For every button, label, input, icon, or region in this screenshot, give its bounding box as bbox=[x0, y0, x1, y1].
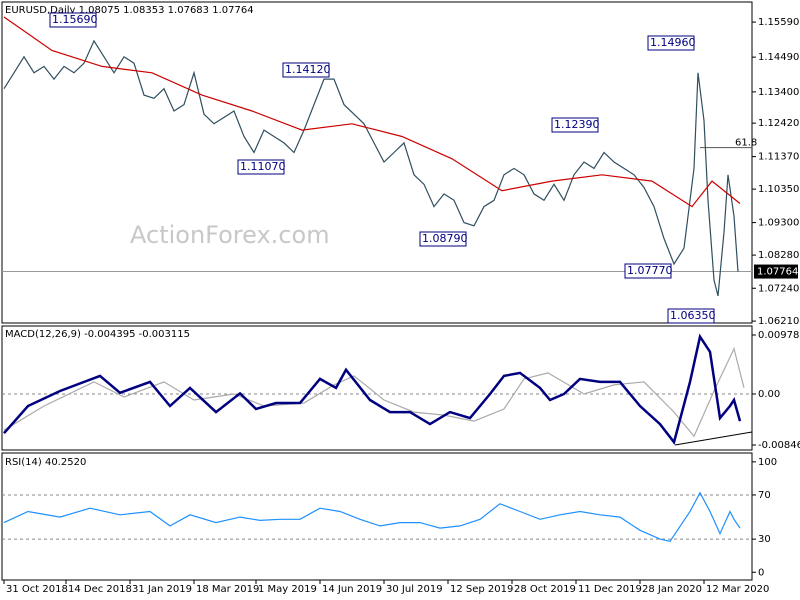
x-tick-label: 31 Jan 2019 bbox=[132, 584, 192, 595]
annotation: 1.06350 bbox=[670, 309, 716, 322]
x-tick-label: 18 Mar 2019 bbox=[196, 584, 259, 595]
x-tick-label: 11 Dec 2019 bbox=[578, 584, 642, 595]
series-line bbox=[3, 333, 742, 445]
macd-title: MACD(12,26,9) -0.004395 -0.003115 bbox=[5, 329, 190, 340]
series-line bbox=[3, 346, 745, 438]
series-line bbox=[3, 491, 741, 542]
annotation: 1.14120 bbox=[285, 63, 331, 76]
rsi-title: RSI(14) 40.2520 bbox=[5, 457, 86, 468]
annotation-box bbox=[237, 159, 285, 175]
rsi-panel bbox=[1, 452, 753, 581]
y-tick-label: 1.12420 bbox=[758, 118, 799, 129]
x-tick-label: 12 Mar 2020 bbox=[706, 584, 769, 595]
y-tick-label: 1.11370 bbox=[758, 152, 799, 163]
series-line bbox=[3, 39, 739, 297]
y-tick-label: 1.08280 bbox=[758, 250, 799, 261]
y-tick-label: 1.06210 bbox=[758, 316, 799, 327]
y-tick-label: 70 bbox=[758, 490, 771, 501]
annotation: 1.12390 bbox=[554, 118, 600, 131]
annotation: 1.15690 bbox=[52, 13, 98, 26]
x-tick-label: 14 Dec 2018 bbox=[68, 584, 132, 595]
y-tick-label: 0.00 bbox=[758, 389, 780, 400]
trend-line bbox=[674, 431, 753, 446]
x-tick-label: 31 Oct 2018 bbox=[6, 584, 68, 595]
series-line bbox=[3, 16, 741, 208]
last-price-label: 1.07764 bbox=[757, 267, 798, 278]
annotation-box bbox=[647, 35, 695, 51]
y-tick-label: 0 bbox=[758, 567, 764, 578]
annotation: 1.14960 bbox=[650, 36, 696, 49]
x-tick-label: 30 Jul 2019 bbox=[386, 584, 443, 595]
fib-label: 61.8 bbox=[735, 138, 757, 149]
y-tick-label: 100 bbox=[758, 457, 777, 468]
watermark: ActionForex.com bbox=[130, 221, 330, 249]
y-tick-label: 1.14490 bbox=[758, 52, 799, 63]
x-tick-label: 1 May 2019 bbox=[258, 584, 317, 595]
price-title: EURUSD,Daily 1.08075 1.08353 1.07683 1.0… bbox=[5, 5, 254, 16]
price-panel bbox=[1, 1, 753, 324]
annotation: 1.11070 bbox=[240, 160, 286, 173]
y-tick-label: 0.00978 bbox=[758, 330, 799, 341]
y-tick-label: -0.008464 bbox=[758, 440, 800, 451]
y-tick-label: 1.09300 bbox=[758, 218, 799, 229]
annotation-box bbox=[667, 308, 715, 324]
annotation-box bbox=[419, 231, 467, 247]
x-tick-label: 12 Sep 2019 bbox=[450, 584, 513, 595]
y-tick-label: 1.15590 bbox=[758, 17, 799, 28]
y-tick-label: 30 bbox=[758, 534, 771, 545]
x-tick-label: 28 Jan 2020 bbox=[642, 584, 702, 595]
y-tick-label: 1.10350 bbox=[758, 184, 799, 195]
y-tick-label: 1.13400 bbox=[758, 87, 799, 98]
x-tick-label: 14 Jun 2019 bbox=[322, 584, 382, 595]
last-price-box bbox=[754, 264, 798, 279]
macd-panel bbox=[1, 325, 753, 451]
y-tick-label: 1.07240 bbox=[758, 283, 799, 294]
annotation-box bbox=[49, 12, 97, 28]
x-tick-label: 28 Oct 2019 bbox=[514, 584, 576, 595]
annotation: 1.08790 bbox=[422, 232, 468, 245]
annotation-box bbox=[282, 62, 330, 78]
annotation-box bbox=[551, 117, 599, 133]
annotation: 1.07770 bbox=[627, 264, 673, 277]
annotation-box bbox=[624, 263, 672, 279]
